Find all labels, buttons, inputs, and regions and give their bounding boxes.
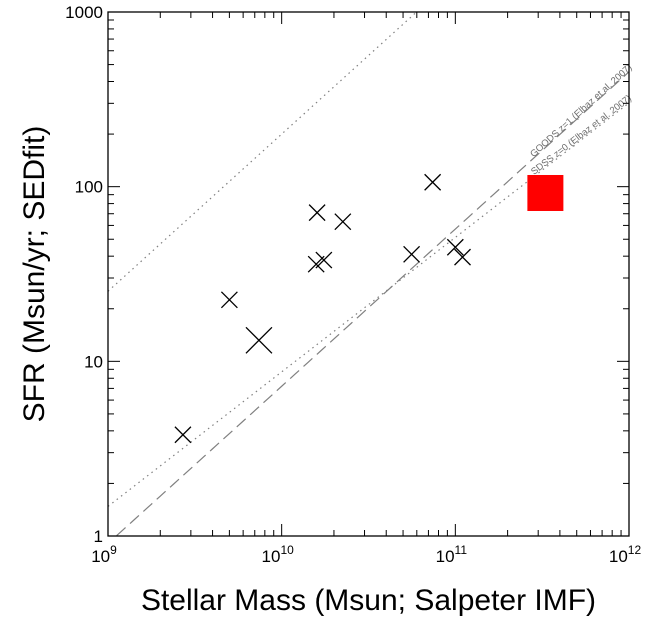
data-point-x [446,238,464,256]
relation-lines [107,11,630,537]
y-tick-label: 100 [75,178,103,197]
data-point-x [220,291,238,309]
relation-line-1 [116,71,630,537]
data-point-x [174,426,192,444]
x-tick-label: 109 [91,543,117,566]
x-axis-title: Stellar Mass (Msun; Salpeter IMF) [141,584,596,617]
y-tick-label: 10 [84,352,103,371]
data-point-x [315,251,333,269]
y-axis-ticks: 1 10 100 1000 [65,3,629,546]
y-axis-title: SFR (Msun/yr; SEDfit) [18,126,51,423]
y-tick-label: 1 [94,527,103,546]
data-point-x [307,255,325,273]
x-tick-label: 1010 [262,543,295,566]
data-point-x [424,173,442,191]
data-point-x [403,245,421,263]
data-point-x [454,248,471,266]
plot-frame [107,11,630,537]
data-point-x [308,204,326,222]
x-tick-label: 1012 [609,543,642,566]
data-point-x [334,213,352,231]
x-tick-label: 1011 [436,543,468,566]
x-axis-ticks: 109 1010 1011 1012 [91,12,641,566]
data-point-square [527,174,564,211]
data-point-x [245,326,273,354]
data-points [174,173,564,444]
y-tick-label: 1000 [65,3,103,22]
